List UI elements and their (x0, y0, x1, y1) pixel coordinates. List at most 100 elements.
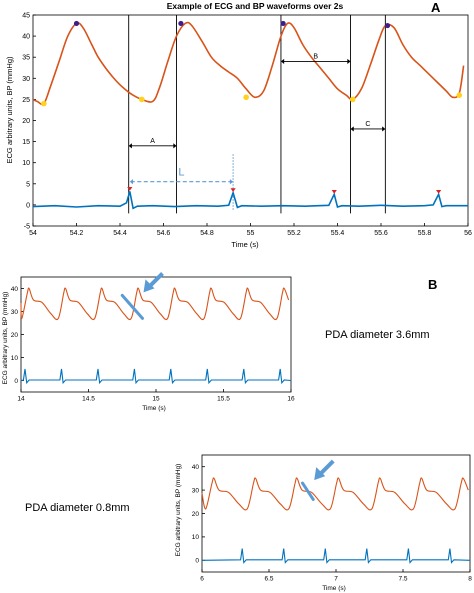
bp-peak-marker (178, 20, 184, 27)
panel-c: 6 6.5 7 7.5 8 0 10 20 30 40 ECG arbitrary units, … (25, 454, 472, 592)
annotation-arrowhead (128, 143, 132, 149)
chart-a-ytick-label: 0 (26, 202, 30, 209)
r-peak-marker (436, 189, 442, 194)
chart-a-xlabel: Time (s) (231, 240, 259, 249)
bp-trough-marker (349, 96, 356, 103)
bp-trough-marker (41, 100, 47, 107)
chart-c-plot (201, 459, 471, 564)
chart-b-annotation: PDA diameter 3.6mm (325, 329, 430, 341)
panel-b-label: B (428, 277, 437, 292)
chart-c-axes: 6 6.5 7 7.5 8 0 10 20 30 40 (192, 454, 472, 583)
chart-a-ytick-label: 20 (22, 118, 30, 125)
chart-a-xtick-label: 54.4 (113, 230, 127, 237)
annotation-arrowhead (347, 58, 351, 64)
panel-a-label: A (431, 0, 441, 15)
chart-a-ylabel: ECG arbitrary units, BP (mmHg) (5, 56, 14, 163)
chart-c-ylabel: ECG arbitrary units, BP (mmHg) (175, 464, 182, 557)
chart-b-ylabel: ECG arbitrary units, BP (mmHg) (2, 292, 9, 385)
bp-trough-marker (456, 92, 463, 98)
panel-a: Example of ECG and BP waveforms over 2s … (5, 0, 472, 249)
annotation-arrowhead (382, 126, 386, 132)
chart-b-ecg-line (20, 368, 292, 385)
chart-a-ytick-label: 10 (22, 160, 30, 167)
chart-a-xtick-label: 56 (464, 230, 472, 237)
annotation-b-label: B (313, 53, 318, 60)
bp-peak-marker (384, 22, 391, 29)
chart-c-xtick-label: 8 (468, 576, 472, 583)
chart-b-ytick-label: 0 (14, 378, 18, 385)
chart-c-ytick-label: 10 (192, 534, 200, 541)
chart-c-pointer-arrowhead (314, 467, 326, 481)
chart-a-ytick-label: -5 (24, 223, 30, 230)
chart-a-xtick-label: 54.2 (70, 230, 84, 237)
chart-a-ytick-label: 25 (22, 97, 30, 104)
chart-c-ytick-label: 20 (192, 511, 200, 518)
chart-c-frame (201, 454, 471, 573)
ecg-series-line (32, 190, 468, 210)
chart-a-xtick-label: 54 (29, 230, 37, 237)
chart-c-annotation: PDA diameter 0.8mm (25, 502, 130, 514)
panel-b: B 14 14.5 15 15.5 16 0 10 20 30 40 ECG arbitrary … (2, 271, 437, 412)
chart-b-bp-line (20, 287, 290, 321)
chart-c-ecg-line (201, 548, 471, 564)
chart-b-ytick-label: 30 (11, 309, 19, 316)
annotation-a-label: A (150, 138, 155, 145)
annotation-arrowhead (350, 126, 354, 132)
annotation-arrowhead (280, 58, 285, 64)
annotation-c-label: C (365, 121, 370, 128)
chart-a-ytick-label: 5 (26, 181, 30, 188)
chart-b-xtick-label: 15 (152, 396, 160, 403)
chart-b-xlabel: Time (s) (142, 405, 166, 412)
chart-c-xtick-label: 7 (334, 576, 338, 583)
chart-c-xtick-label: 6 (200, 576, 204, 583)
chart-b-pointer-arrowhead (143, 279, 155, 293)
r-peak-marker (331, 189, 337, 194)
chart-b-ytick-label: 10 (11, 355, 19, 362)
chart-a-ytick-label: 45 (22, 12, 30, 19)
chart-c-ytick-label: 40 (192, 464, 200, 471)
chart-a-xtick-label: 54.6 (157, 230, 171, 237)
chart-b-xtick-label: 16 (287, 396, 295, 403)
annotation-arrowhead (229, 179, 234, 185)
chart-b-pointer-arrow (148, 271, 164, 288)
bp-trough-marker (138, 96, 145, 103)
chart-a-ytick-label: 35 (22, 55, 30, 62)
r-peak-marker (230, 188, 236, 193)
chart-a-xtick-label: 55.2 (287, 230, 301, 237)
chart-a-ytick-label: 15 (22, 139, 30, 146)
chart-b-highlight-segment (120, 293, 144, 320)
chart-a-xtick-label: 55.6 (374, 230, 388, 237)
chart-c-bp-line (201, 477, 469, 511)
chart-b-xtick-label: 14 (17, 396, 25, 403)
chart-a-xtick-label: 55.4 (331, 230, 345, 237)
chart-b-xtick-label: 15.5 (217, 396, 230, 403)
chart-a-title: Example of ECG and BP waveforms over 2s (167, 1, 344, 11)
chart-a-plot: A B C L (32, 15, 468, 214)
chart-b-ytick-label: 40 (11, 286, 19, 293)
annotation-arrowhead (173, 143, 177, 149)
chart-b-xtick-label: 14.5 (82, 396, 95, 403)
chart-a-xtick-label: 54.8 (200, 230, 214, 237)
chart-b-plot (20, 271, 292, 385)
chart-c-ytick-label: 0 (195, 558, 199, 565)
chart-a-ytick-label: 30 (22, 76, 30, 83)
chart-b-axes: 14 14.5 15 15.5 16 0 10 20 30 40 (11, 276, 295, 403)
chart-a-axes: 54 54.2 54.4 54.6 54.8 55 55.2 55.4 55.6 55.8 56 -5… (22, 12, 472, 237)
annotation-l-label: L (178, 167, 184, 179)
chart-c-ytick-label: 30 (192, 487, 200, 494)
chart-a-frame (32, 14, 469, 227)
bp-peak-marker (73, 20, 80, 27)
bp-peak-marker (280, 20, 286, 27)
chart-c-highlight-segment (301, 481, 315, 501)
chart-a-xtick-label: 55.8 (418, 230, 432, 237)
chart-b-frame (20, 276, 292, 393)
chart-c-xlabel: Time (s) (322, 585, 346, 592)
r-peak-marker (127, 186, 133, 191)
chart-c-pointer-arrow (318, 459, 335, 476)
bp-trough-marker (243, 94, 249, 101)
bp-series-line (32, 21, 465, 106)
chart-a-ytick-label: 40 (22, 34, 30, 41)
chart-c-xtick-label: 7.5 (398, 576, 407, 583)
chart-c-xtick-label: 6.5 (264, 576, 273, 583)
